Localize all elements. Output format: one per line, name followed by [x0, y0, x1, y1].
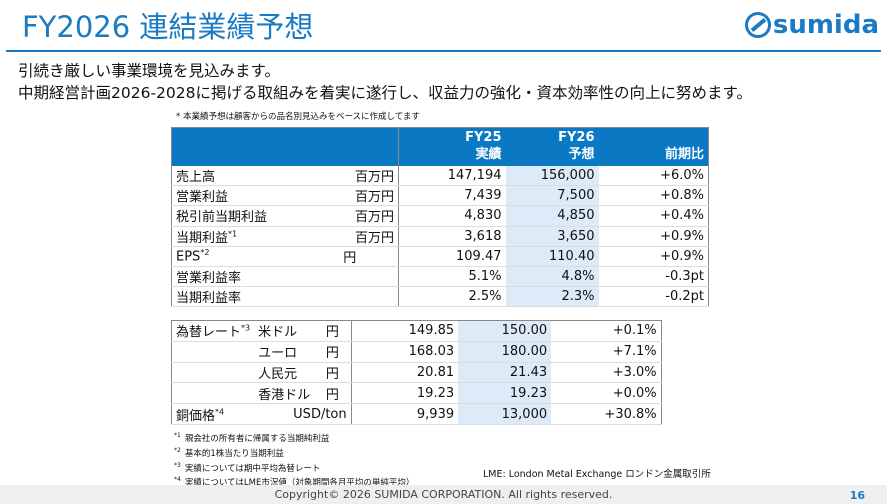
- fy26-value: 7,500: [505, 185, 599, 207]
- lme-note: LME: London Metal Exchange ロンドン金属取引所: [483, 469, 711, 480]
- unit: 円: [314, 341, 352, 363]
- fy26-value: 4,850: [505, 205, 599, 227]
- copper-label: 銅価格*4: [171, 403, 255, 425]
- table-row: 営業利益 百万円 7,439 7,500 +0.8%: [171, 185, 709, 207]
- fx-row: 人民元 円 20.81 21.43 +3.0%: [171, 362, 662, 384]
- unit: 円: [314, 320, 352, 342]
- footnote: *1 親会社の所有者に帰属する当期純利益: [174, 432, 330, 444]
- yoy-value: +0.0%: [551, 382, 662, 405]
- unit: USD/ton: [254, 403, 352, 425]
- unit: 百万円: [301, 205, 399, 227]
- table-row: 当期利益*1 百万円 3,618 3,650 +0.9%: [171, 226, 709, 247]
- yoy-value: +30.8%: [551, 403, 662, 425]
- unit: 円: [314, 362, 352, 384]
- yoy-value: +0.9%: [598, 226, 709, 247]
- fy25-value: 168.03: [351, 341, 459, 363]
- fy25-value: 4,830: [398, 205, 506, 227]
- fx-label: [171, 362, 255, 384]
- unit: 百万円: [301, 165, 399, 187]
- title-divider: [6, 50, 881, 52]
- fy26-value: 3,650: [505, 226, 599, 247]
- footnote: *3 実績については期中平均為替レート: [174, 461, 321, 474]
- footnotes: *1 親会社の所有者に帰属する当期純利益 *2 基本的1株当たり当期利益 *3 実績につい…: [174, 430, 414, 489]
- table-row: 営業利益率 5.1% 4.8% -0.3pt: [171, 266, 709, 288]
- fy25-value: 149.85: [351, 320, 459, 342]
- fy26-value: 4.8%: [505, 266, 599, 288]
- fy25-value: 9,939: [351, 403, 459, 425]
- yoy-value: +3.0%: [551, 362, 662, 384]
- fy26-value: 2.3%: [505, 286, 599, 308]
- table-row: 売上高 百万円 147,194 156,000 +6.0%: [171, 165, 709, 187]
- currency: ユーロ: [254, 341, 315, 363]
- unit: [301, 266, 399, 288]
- logo-mark-icon: [744, 12, 771, 38]
- fx-row: 香港ドル 円 19.23 19.23 +0.0%: [171, 382, 662, 405]
- fx-label: [171, 382, 255, 405]
- fy26-value: 180.00: [458, 341, 552, 363]
- assumptions-table: 為替レート*3 米ドル 円 149.85 150.00 +0.1% ユーロ 円 …: [171, 320, 662, 425]
- table-header: FY25 実績 FY26 予想 前期比: [171, 127, 709, 166]
- fx-label: 為替レート*3: [171, 320, 255, 342]
- row-label: 当期利益*1: [171, 226, 302, 247]
- currency: 香港ドル: [254, 382, 315, 405]
- fx-row: ユーロ 円 168.03 180.00 +7.1%: [171, 341, 662, 363]
- yoy-value: +0.8%: [598, 185, 709, 207]
- table-row: 税引前当期利益 百万円 4,830 4,850 +0.4%: [171, 205, 709, 227]
- lead-line: 引続き厳しい事業環境を見込みます。: [18, 62, 280, 80]
- fy26-value: 110.40: [505, 246, 599, 267]
- fy25-value: 147,194: [398, 165, 506, 187]
- fy26-value: 21.43: [458, 362, 552, 384]
- lead-line: 中期経営計画2026-2028に掲げる取組みを着実に遂行し、収益力の強化・資本効…: [18, 84, 752, 102]
- fy26-value: 19.23: [458, 382, 552, 405]
- yoy-value: +6.0%: [598, 165, 709, 187]
- fx-label: [171, 341, 255, 363]
- lead-text: 引続き厳しい事業環境を見込みます。 中期経営計画2026-2028に掲げる取組み…: [18, 60, 752, 104]
- row-label: EPS*2: [171, 246, 302, 267]
- yoy-value: +0.4%: [598, 205, 709, 227]
- yoy-value: +0.9%: [598, 246, 709, 267]
- col-yoy: 前期比: [598, 127, 709, 166]
- unit: 百万円: [301, 226, 399, 247]
- row-label: 売上高: [171, 165, 302, 187]
- footnote: *4 実績についてはLME市況値（対象期間各月平均の単純平均）: [174, 476, 415, 489]
- table-row: 当期利益率 2.5% 2.3% -0.2pt: [171, 286, 709, 308]
- fy25-value: 2.5%: [398, 286, 506, 308]
- currency: 米ドル: [254, 320, 315, 342]
- copper-row: 銅価格*4 USD/ton 9,939 13,000 +30.8%: [171, 403, 662, 425]
- yoy-value: -0.3pt: [598, 266, 709, 288]
- row-label: 営業利益率: [171, 266, 302, 288]
- row-label: 営業利益: [171, 185, 302, 207]
- page-title: FY2026 連結業績予想: [22, 10, 314, 44]
- unit: 百万円: [301, 185, 399, 207]
- currency: 人民元: [254, 362, 315, 384]
- fy25-value: 5.1%: [398, 266, 506, 288]
- forecast-note: * 本業績予想は顧客からの品名別見込みをベースに作成してます: [176, 112, 420, 122]
- fy26-value: 150.00: [458, 320, 552, 342]
- fy25-value: 19.23: [351, 382, 459, 405]
- col-fy26: FY26 予想: [505, 127, 599, 166]
- yoy-value: +7.1%: [551, 341, 662, 363]
- unit: 円: [301, 246, 399, 267]
- page-number: 16: [849, 489, 865, 502]
- row-label: 当期利益率: [171, 286, 302, 308]
- fx-row: 為替レート*3 米ドル 円 149.85 150.00 +0.1%: [171, 320, 662, 342]
- footnote: *2 基本的1株当たり当期利益: [174, 446, 284, 459]
- fy26-value: 13,000: [458, 403, 552, 425]
- unit: [301, 286, 399, 308]
- fy25-value: 7,439: [398, 185, 506, 207]
- copyright: Copyright© 2026 SUMIDA CORPORATION. All …: [0, 485, 887, 504]
- fy25-value: 3,618: [398, 226, 506, 247]
- col-fy25: FY25 実績: [398, 127, 506, 166]
- fy25-value: 20.81: [351, 362, 459, 384]
- table-row: EPS*2 円 109.47 110.40 +0.9%: [171, 246, 709, 267]
- yoy-value: +0.1%: [551, 320, 662, 342]
- fy25-value: 109.47: [398, 246, 506, 267]
- yoy-value: -0.2pt: [598, 286, 709, 308]
- row-label: 税引前当期利益: [171, 205, 302, 227]
- unit: 円: [314, 382, 352, 405]
- logo-text: sumida: [772, 10, 879, 40]
- forecast-table: FY25 実績 FY26 予想 前期比 売上高 百万円 147,194 156,00…: [171, 127, 709, 308]
- sumida-logo: sumida: [744, 10, 879, 40]
- fy26-value: 156,000: [505, 165, 599, 187]
